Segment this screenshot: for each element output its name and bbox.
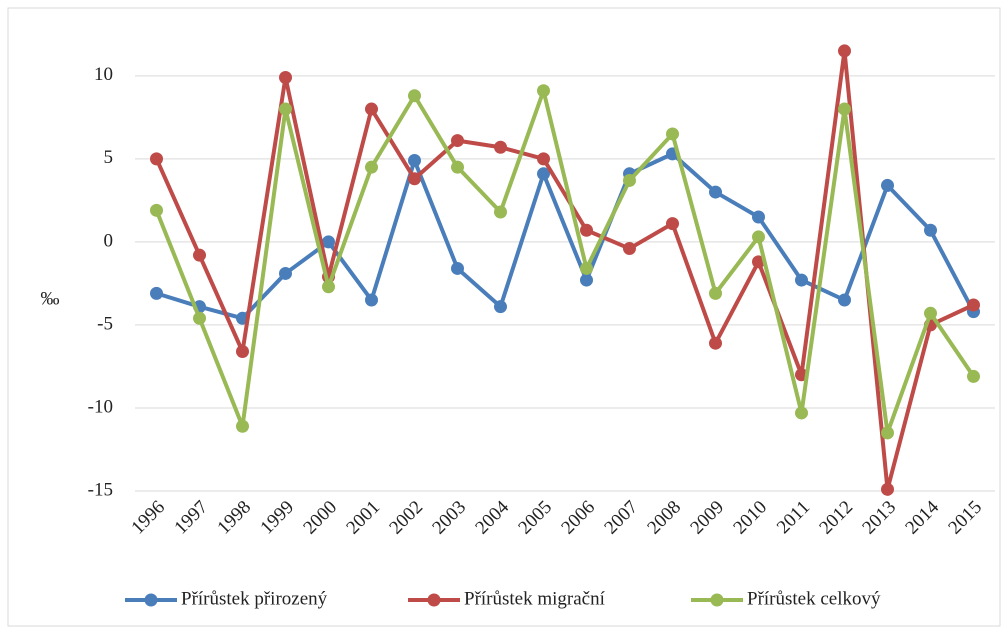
y-tick-label: 5 [104, 147, 114, 168]
point [580, 223, 593, 237]
point [795, 406, 808, 420]
point [752, 230, 765, 244]
point [236, 419, 249, 433]
point [494, 140, 507, 154]
point [709, 286, 722, 300]
point [537, 167, 550, 181]
point [709, 336, 722, 350]
point [666, 217, 679, 231]
y-tick-label: 10 [94, 64, 113, 85]
point [752, 210, 765, 224]
point [408, 89, 421, 103]
point [451, 261, 464, 275]
legend-label: Přírůstek celkový [747, 588, 881, 609]
legend-marker [710, 593, 724, 607]
point [408, 172, 421, 186]
point [236, 345, 249, 358]
legend-label: Přírůstek přirozený [181, 588, 328, 609]
point [881, 426, 894, 440]
point [580, 261, 593, 275]
point [623, 242, 636, 256]
point [881, 482, 894, 496]
point [150, 203, 163, 217]
y-tick-label: -15 [88, 479, 113, 500]
point [365, 102, 378, 116]
point [537, 84, 550, 98]
point [494, 205, 507, 219]
series-line [155, 151, 976, 321]
point [967, 298, 980, 312]
point [709, 185, 722, 199]
point [451, 134, 464, 148]
y-tick-label: -5 [97, 313, 113, 334]
point [150, 286, 163, 300]
point [666, 127, 679, 141]
y-axis-label: ‰ [41, 288, 60, 309]
point [193, 248, 206, 262]
series-line [154, 88, 976, 435]
legend-label: Přírůstek migrační [464, 588, 606, 609]
point [451, 160, 464, 174]
point [322, 235, 335, 249]
point [795, 273, 808, 287]
point [279, 102, 292, 116]
point [881, 178, 894, 192]
point [924, 306, 937, 320]
legend-marker [427, 593, 441, 607]
point [279, 266, 292, 280]
series-line [154, 48, 975, 492]
y-tick-label: -10 [88, 396, 113, 417]
point [967, 369, 980, 383]
point [408, 154, 421, 168]
point [322, 280, 335, 294]
point [838, 293, 851, 307]
point [623, 173, 636, 187]
point [150, 152, 163, 166]
point [537, 152, 550, 166]
point [365, 293, 378, 307]
y-tick-label: 0 [104, 230, 114, 251]
point [838, 44, 851, 58]
point [193, 311, 206, 325]
point [924, 223, 937, 237]
point [494, 300, 507, 314]
point [365, 160, 378, 174]
point [279, 70, 292, 84]
point [580, 273, 593, 287]
point [838, 102, 851, 116]
legend-marker [144, 593, 158, 607]
